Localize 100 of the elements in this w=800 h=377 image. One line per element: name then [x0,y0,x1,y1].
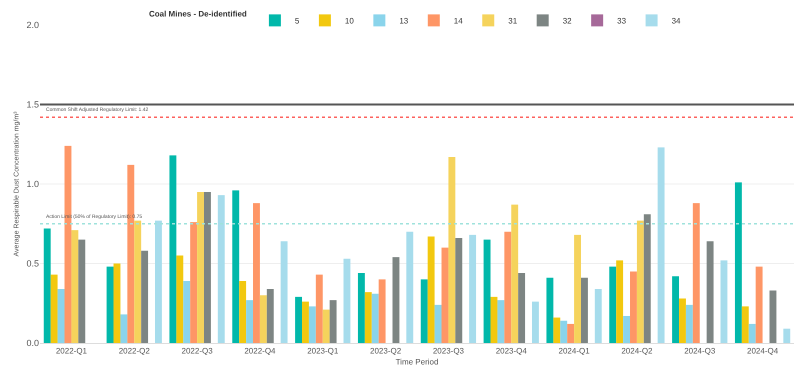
bar [658,147,665,343]
bar [630,271,637,343]
x-tick-label: 2022-Q4 [244,346,276,356]
bar [574,234,581,343]
bar [594,288,602,343]
y-tick-label: 1.0 [26,179,39,190]
y-tick-label: 0.0 [26,338,39,348]
bar [316,274,323,343]
bar [154,220,162,343]
legend-title: Coal Mines - De-identified [149,9,247,18]
x-axis-title: Time Period [396,358,438,367]
bar [308,306,316,343]
bar [141,250,148,343]
bar [720,260,728,343]
legend-label: 31 [508,16,518,26]
bar [511,204,518,343]
bar [134,220,142,343]
bar [504,232,512,343]
bar [644,214,651,343]
bar [455,238,462,343]
bar [567,324,574,343]
bar [748,324,756,343]
bar [672,276,680,343]
bar [434,304,442,343]
bar [706,241,714,343]
bar [581,278,588,343]
bar [420,279,428,343]
bar [770,290,776,343]
bar [295,296,302,343]
x-tick-label: 2022-Q1 [56,346,88,356]
bar [484,240,491,343]
bar [364,292,372,343]
bar [490,296,498,343]
bar [218,195,225,343]
bar [343,258,350,343]
bar [609,266,616,343]
bar [239,280,246,343]
bar [232,190,240,343]
bar [183,280,190,343]
bar [50,274,58,343]
x-tick-label: 2024-Q3 [684,346,716,356]
bar [253,203,260,343]
bar [266,288,274,343]
bar [246,300,253,343]
bar [204,192,211,343]
bar [302,302,309,343]
bar [497,300,504,343]
legend-label: 14 [454,16,464,26]
x-tick-label: 2023-Q2 [370,346,402,356]
y-tick-label: 2.0 [26,20,39,30]
bar [756,266,763,343]
bar [71,230,78,343]
bar [330,300,337,343]
x-tick-label: 2024-Q1 [558,346,590,356]
bar [623,316,630,343]
bar [372,294,379,343]
bar [190,222,198,343]
bar [169,155,176,343]
bar [546,278,554,343]
bar [442,248,448,343]
bar [734,182,742,343]
bar [322,310,330,343]
bar [692,203,700,343]
bar [378,279,386,343]
bar [392,257,400,343]
legend-label: 5 [294,16,300,26]
bar [518,273,526,343]
bar [428,236,435,343]
bar [448,156,456,343]
bar [106,266,114,343]
x-tick-label: 2023-Q3 [432,346,465,356]
bar [616,260,624,343]
x-tick-label: 2022-Q3 [182,346,214,356]
x-tick-label: 2022-Q2 [118,346,150,356]
bar [197,192,204,343]
bar [280,241,288,343]
bar [560,320,568,343]
bar [58,288,65,343]
bar [176,256,184,343]
bar [532,302,539,343]
bar [679,298,686,343]
legend-label: 13 [399,16,409,26]
bar [114,264,120,343]
x-tick-label: 2023-Q4 [496,346,528,356]
x-tick-label: 2024-Q2 [621,346,654,356]
legend-label: 33 [617,16,627,26]
bar [742,306,749,343]
legend-label: 32 [562,16,572,26]
bar [44,228,51,343]
bar [783,328,790,343]
x-tick-label: 2023-Q1 [307,346,339,356]
bar [358,273,365,343]
y-tick-label: 1.5 [26,100,39,110]
bar [406,232,414,343]
bar [553,318,560,343]
legend-label: 10 [344,16,354,26]
bar [78,240,86,343]
legend-label: 34 [672,16,682,26]
bar [636,220,644,343]
bar [260,295,267,343]
